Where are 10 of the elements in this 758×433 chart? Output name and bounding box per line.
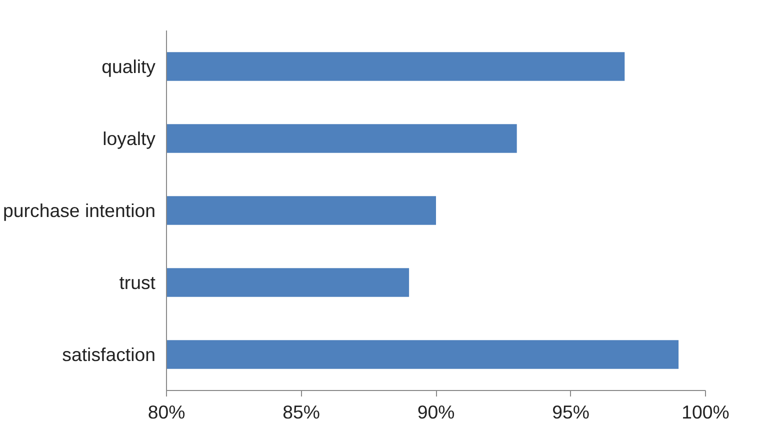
y-tick-label: satisfaction (62, 344, 156, 365)
y-tick-label: loyalty (102, 128, 156, 149)
y-tick-label: purchase intention (3, 200, 156, 221)
x-tick-label: 85% (282, 402, 320, 422)
y-tick-label: trust (119, 272, 156, 293)
x-tick-label: 80% (148, 402, 186, 422)
x-tick-label: 90% (417, 402, 455, 422)
y-tick-label: quality (102, 56, 156, 77)
x-tick-label: 100% (682, 402, 730, 422)
x-tick-label: 95% (552, 402, 590, 422)
